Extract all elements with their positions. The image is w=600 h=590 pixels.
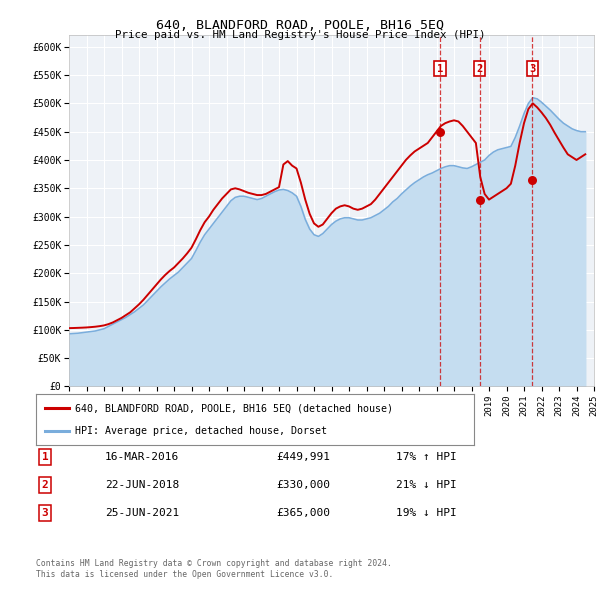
Text: £330,000: £330,000 — [276, 480, 330, 490]
Text: 640, BLANDFORD ROAD, POOLE, BH16 5EQ: 640, BLANDFORD ROAD, POOLE, BH16 5EQ — [156, 19, 444, 32]
Text: Price paid vs. HM Land Registry's House Price Index (HPI): Price paid vs. HM Land Registry's House … — [115, 30, 485, 40]
Text: This data is licensed under the Open Government Licence v3.0.: This data is licensed under the Open Gov… — [36, 571, 334, 579]
Text: 640, BLANDFORD ROAD, POOLE, BH16 5EQ (detached house): 640, BLANDFORD ROAD, POOLE, BH16 5EQ (de… — [76, 403, 394, 413]
Text: Contains HM Land Registry data © Crown copyright and database right 2024.: Contains HM Land Registry data © Crown c… — [36, 559, 392, 568]
Text: 3: 3 — [529, 64, 536, 74]
Text: 2: 2 — [41, 480, 49, 490]
Text: 17% ↑ HPI: 17% ↑ HPI — [396, 452, 457, 461]
Text: HPI: Average price, detached house, Dorset: HPI: Average price, detached house, Dors… — [76, 426, 328, 436]
Text: 21% ↓ HPI: 21% ↓ HPI — [396, 480, 457, 490]
Text: 19% ↓ HPI: 19% ↓ HPI — [396, 509, 457, 518]
Text: 22-JUN-2018: 22-JUN-2018 — [105, 480, 179, 490]
Text: £365,000: £365,000 — [276, 509, 330, 518]
Text: 3: 3 — [41, 509, 49, 518]
Text: £449,991: £449,991 — [276, 452, 330, 461]
Text: 1: 1 — [437, 64, 443, 74]
Text: 2: 2 — [476, 64, 483, 74]
Text: 25-JUN-2021: 25-JUN-2021 — [105, 509, 179, 518]
Text: 16-MAR-2016: 16-MAR-2016 — [105, 452, 179, 461]
Text: 1: 1 — [41, 452, 49, 461]
